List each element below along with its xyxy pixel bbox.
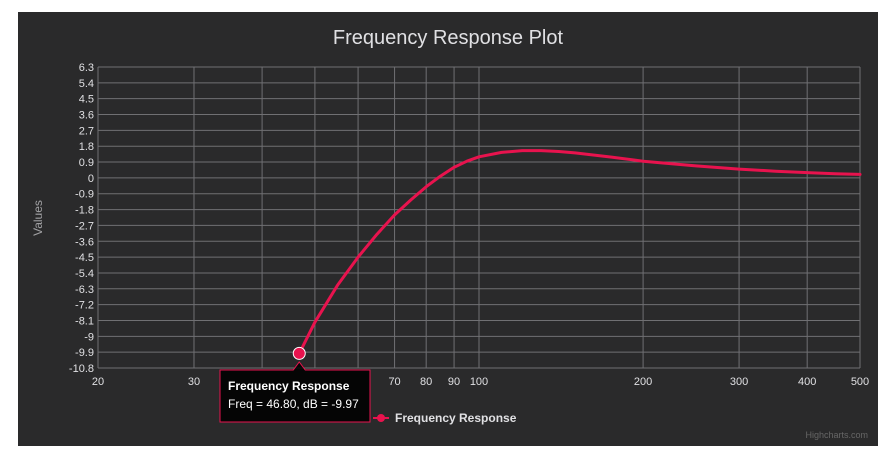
y-tick-label: -6.3 <box>75 284 94 296</box>
y-tick-label: -2.7 <box>75 220 94 232</box>
x-tick-label: 30 <box>188 376 200 388</box>
x-tick-label: 70 <box>388 376 400 388</box>
y-tick-label: 0 <box>88 173 94 185</box>
tooltip-title: Frequency Response <box>228 379 350 393</box>
y-tick-label: -7.2 <box>75 300 94 312</box>
y-tick-label: -4.5 <box>75 252 94 264</box>
chart-container: Frequency Response Plot 6.3 5.4 4.5 3.6 2.7 1… <box>18 12 878 446</box>
y-axis: 6.3 5.4 4.5 3.6 2.7 1.8 0.9 0 -0.9 -1.8 -2.7 -3.6 -4… <box>69 62 94 375</box>
legend-marker-icon <box>377 414 385 422</box>
hover-point-marker <box>292 346 306 360</box>
y-tick-label: -1.8 <box>75 205 94 217</box>
x-tick-label: 100 <box>470 376 488 388</box>
y-tick-label: -0.9 <box>75 189 94 201</box>
y-tick-label: 3.6 <box>79 110 94 122</box>
legend[interactable]: Frequency Response <box>373 411 517 425</box>
y-tick-label: 4.5 <box>79 94 94 106</box>
x-axis: 20 30 70 80 90 100 200 300 400 500 <box>92 376 869 388</box>
y-tick-label: 2.7 <box>79 125 94 137</box>
x-tick-label: 200 <box>634 376 652 388</box>
x-tick-label: 20 <box>92 376 104 388</box>
credits-link[interactable]: Highcharts.com <box>805 430 868 440</box>
tooltip-box <box>219 361 371 423</box>
series-group[interactable] <box>297 149 862 355</box>
x-tick-label: 80 <box>420 376 432 388</box>
chart-svg: Frequency Response Plot 6.3 5.4 4.5 3.6 2.7 1… <box>31 27 869 440</box>
y-tick-label: 6.3 <box>79 62 94 74</box>
y-tick-label: -8.1 <box>75 315 94 327</box>
y-tick-label: -5.4 <box>75 268 94 280</box>
y-tick-label: -9.9 <box>75 347 94 359</box>
x-tick-label: 300 <box>730 376 748 388</box>
series-line[interactable] <box>297 149 862 355</box>
x-tick-label: 90 <box>448 376 460 388</box>
x-tick-label: 400 <box>798 376 816 388</box>
x-tick-label: 500 <box>851 376 869 388</box>
y-tick-label: -9 <box>84 331 94 343</box>
tooltip-text: Freq = 46.80, dB = -9.97 <box>228 397 359 411</box>
y-tick-label: 0.9 <box>79 157 94 169</box>
grid <box>97 66 861 369</box>
y-tick-label: 5.4 <box>79 78 94 90</box>
y-tick-label: -3.6 <box>75 236 94 248</box>
y-tick-label: -10.8 <box>69 363 94 375</box>
tooltip: Frequency Response Freq = 46.80, dB = -9.… <box>219 346 371 423</box>
chart-title: Frequency Response Plot <box>333 27 564 49</box>
y-axis-title: Values <box>31 200 45 236</box>
legend-item-label[interactable]: Frequency Response <box>395 411 517 425</box>
y-tick-label: 1.8 <box>79 141 94 153</box>
